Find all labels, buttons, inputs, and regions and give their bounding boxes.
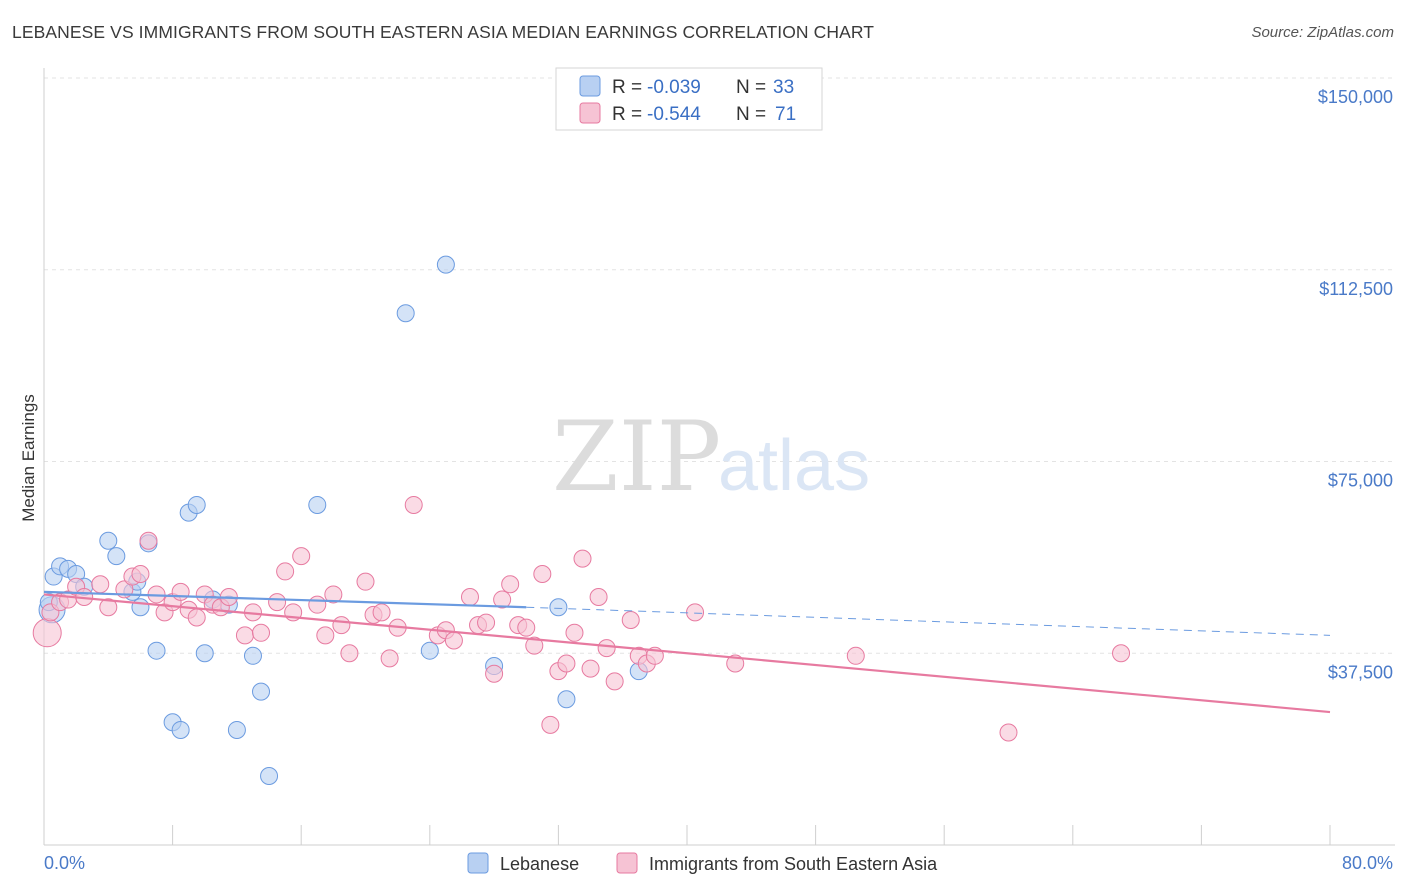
x-tick-label-max: 80.0% <box>1342 853 1393 873</box>
point-series1-10 <box>131 564 150 583</box>
point-series1-30 <box>316 626 335 645</box>
trend-extension-series0 <box>526 606 1331 636</box>
point-series1-67 <box>846 646 865 665</box>
x-tick-label-min: 0.0% <box>44 853 85 873</box>
watermark: ZIP atlas <box>552 401 870 513</box>
series-legend: Lebanese Immigrants from South Eastern A… <box>467 852 938 874</box>
legend-n-value-2: 71 <box>775 104 796 125</box>
grid-lines <box>44 77 1395 654</box>
point-series0-26 <box>420 641 439 660</box>
point-series0-10 <box>131 598 150 617</box>
point-series0-7 <box>107 547 126 566</box>
correlation-legend: R = -0.039 N = 33 R = -0.544 N = 71 <box>555 67 823 131</box>
y-tick-label-3: $150,000 <box>1318 87 1393 107</box>
point-series1-57 <box>573 549 592 568</box>
watermark-atlas: atlas <box>718 426 870 506</box>
point-series1-11 <box>139 531 158 550</box>
point-series1-46 <box>485 664 504 683</box>
point-series1-32 <box>332 616 351 635</box>
point-series0-25 <box>396 304 415 323</box>
point-series0-14 <box>171 720 190 739</box>
point-series1-51 <box>525 636 544 655</box>
point-series1-68 <box>999 723 1018 742</box>
legend-r-label-1: R = <box>612 77 642 98</box>
point-series0-30 <box>557 690 576 709</box>
point-series0-6 <box>99 531 118 550</box>
point-series1-25 <box>268 593 287 612</box>
source-label: Source: ZipAtlas.com <box>1251 24 1394 41</box>
point-series0-20 <box>227 720 246 739</box>
trend-line-series0 <box>43 590 527 609</box>
legend-r-value-2: -0.544 <box>647 104 701 125</box>
y-tick-labels: $37,500 $75,000 $112,500 $150,000 <box>1318 87 1393 682</box>
point-series1-50 <box>517 618 536 637</box>
point-series1-31 <box>324 585 343 604</box>
y-axis-label: Median Earnings <box>19 394 38 522</box>
legend-r-value-1: -0.039 <box>647 77 701 98</box>
legend-r-label-2: R = <box>612 104 642 125</box>
point-series0-27 <box>436 255 455 274</box>
point-series1-22 <box>235 626 254 645</box>
point-series0-12 <box>147 641 166 660</box>
point-series1-48 <box>501 575 520 594</box>
point-series0-29 <box>549 598 568 617</box>
point-series1-66 <box>686 603 705 622</box>
point-series0-24 <box>308 495 327 514</box>
point-series1-53 <box>541 715 560 734</box>
point-series1-58 <box>581 659 600 678</box>
bottom-legend-swatch-lebanese <box>467 852 489 874</box>
point-series1-52 <box>533 564 552 583</box>
trend-line-series1 <box>43 593 1331 714</box>
point-series1-69 <box>1112 644 1131 663</box>
point-series1-28 <box>292 547 311 566</box>
bottom-legend-label-lebanese: Lebanese <box>500 854 579 874</box>
point-series0-16 <box>187 495 206 514</box>
point-series1-61 <box>605 672 624 691</box>
point-series1-60 <box>597 639 616 658</box>
point-series0-21 <box>243 646 262 665</box>
point-series1-70 <box>726 654 745 673</box>
point-series0-23 <box>260 766 279 785</box>
axes <box>43 68 1395 846</box>
point-series1-62 <box>621 611 640 630</box>
point-series1-33 <box>340 644 359 663</box>
legend-swatch-immigrants <box>579 102 601 124</box>
point-series1-17 <box>187 608 206 627</box>
point-series1-39 <box>404 495 423 514</box>
point-series1-59 <box>589 588 608 607</box>
point-series1-29 <box>308 595 327 614</box>
point-series0-17 <box>195 644 214 663</box>
point-series1-15 <box>171 582 190 601</box>
point-series0-22 <box>252 682 271 701</box>
point-series1-55 <box>557 654 576 673</box>
watermark-zip: ZIP <box>552 401 721 513</box>
point-series1-45 <box>477 613 496 632</box>
point-series1-37 <box>380 649 399 668</box>
point-series1-24 <box>252 623 271 642</box>
point-series1-43 <box>460 588 479 607</box>
chart-title: LEBANESE VS IMMIGRANTS FROM SOUTH EASTER… <box>12 22 875 42</box>
scatter-points <box>32 255 1131 785</box>
point-series1-42 <box>444 631 463 650</box>
point-series1-34 <box>356 572 375 591</box>
legend-n-value-1: 33 <box>773 77 794 98</box>
point-series1-26 <box>276 562 295 581</box>
legend-swatch-lebanese <box>579 75 601 97</box>
trend-lines <box>43 590 1331 714</box>
bottom-legend-label-immigrants: Immigrants from South Eastern Asia <box>649 854 938 874</box>
x-tick-labels: 0.0% 80.0% <box>44 853 1393 873</box>
legend-n-label-1: N = <box>736 77 766 98</box>
y-tick-label-2: $112,500 <box>1319 279 1393 299</box>
bottom-legend-swatch-immigrants <box>616 852 638 874</box>
point-series1-0 <box>32 618 62 648</box>
y-tick-label-0: $37,500 <box>1328 662 1393 682</box>
point-series1-7 <box>99 598 118 617</box>
point-series1-36 <box>372 603 391 622</box>
legend-n-label-2: N = <box>736 104 766 125</box>
y-tick-label-1: $75,000 <box>1328 471 1393 491</box>
point-series1-6 <box>91 575 110 594</box>
point-series1-47 <box>493 590 512 609</box>
point-series1-56 <box>565 623 584 642</box>
